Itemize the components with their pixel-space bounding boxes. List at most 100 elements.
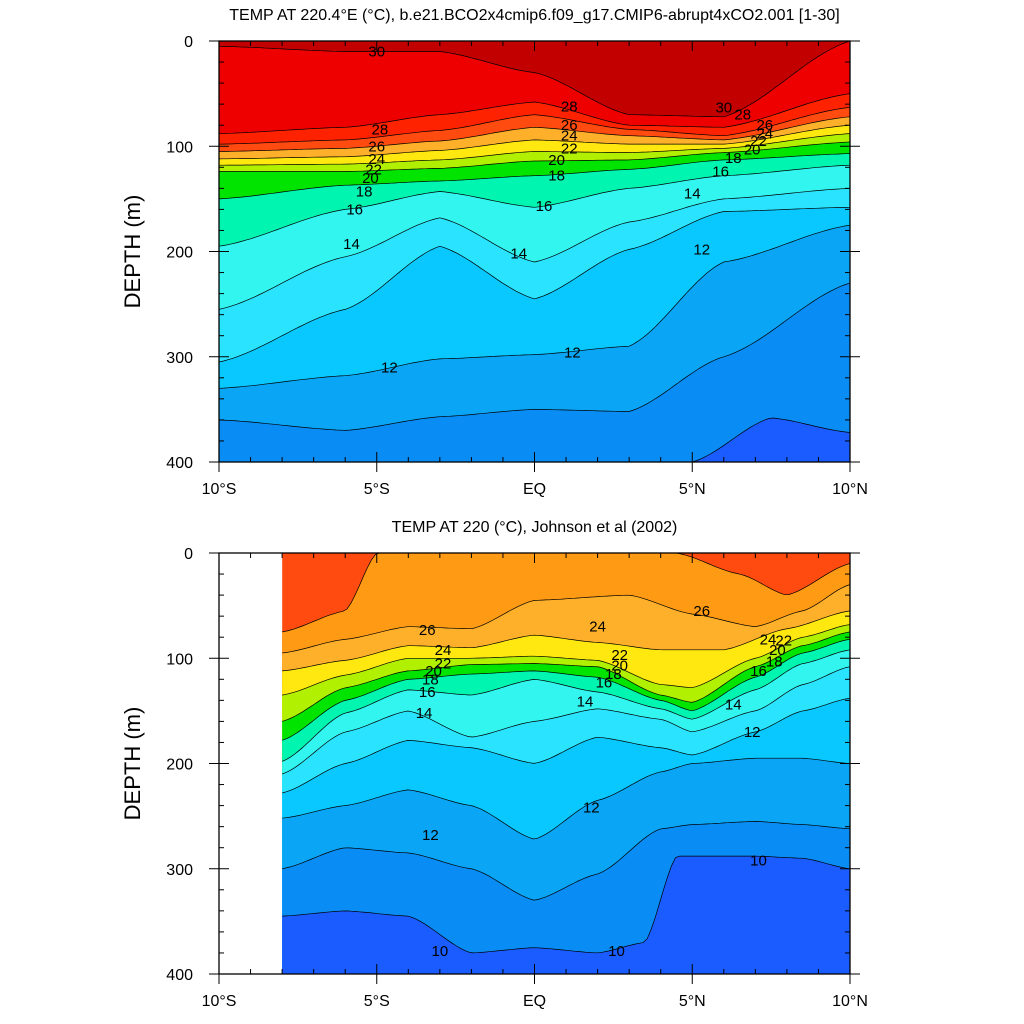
x-tick-label: 5°N [679, 481, 706, 498]
isotherm-22 [282, 624, 851, 696]
contour-label: 16 [536, 198, 553, 215]
isotherm-26 [219, 116, 850, 152]
contour-label: 18 [605, 666, 622, 683]
x-tick-label: 10°N [832, 481, 868, 498]
contour-label: 18 [356, 184, 373, 201]
contour-label: 16 [750, 663, 767, 680]
y-tick-label: 100 [166, 139, 193, 156]
contour-label: 20 [548, 152, 565, 169]
isotherm-10 [282, 855, 851, 954]
contour-label: 26 [693, 603, 710, 620]
y-tick-label: 200 [166, 757, 193, 774]
isotherm-16 [219, 164, 850, 247]
contour-label: 30 [368, 44, 385, 61]
y-axis-label: DEPTH (m) [120, 707, 145, 821]
contour-label: 16 [346, 201, 363, 218]
contour-label: 14 [416, 705, 433, 722]
contour-label: 10 [750, 852, 767, 869]
isotherm-11 [219, 282, 850, 431]
x-tick-label: 5°N [679, 993, 706, 1010]
isotherm-30 [219, 41, 850, 118]
contour-label: 12 [693, 241, 710, 258]
contour-label: 20 [611, 658, 628, 675]
contour-label: 26 [561, 117, 578, 134]
contour-label: 24 [368, 151, 385, 168]
contour-label: 12 [583, 800, 600, 817]
contour-label: 20 [362, 170, 379, 187]
contour-label: 28 [372, 121, 389, 138]
y-tick-label: 400 [166, 455, 193, 472]
contour-label: 18 [766, 653, 783, 670]
isotherm-20 [219, 141, 850, 172]
contour-label: 12 [744, 724, 761, 741]
isotherm-20 [282, 631, 851, 722]
x-tick-label: EQ [523, 481, 546, 498]
contour-label: 24 [435, 642, 452, 659]
contour-label: 26 [756, 117, 773, 134]
contour-label: 14 [684, 186, 701, 203]
contour-label: 20 [744, 141, 761, 158]
isotherm-12 [219, 224, 850, 389]
contour-label: 22 [561, 140, 578, 157]
contour-label: 18 [548, 168, 565, 185]
contour-label: 20 [769, 642, 786, 659]
chart-panel-1: 3028262422201816141228262422201816141230… [120, 7, 868, 498]
isotherm-10 [219, 417, 850, 462]
contour-label: 16 [419, 684, 436, 701]
x-tick-label: 10°S [202, 993, 237, 1010]
contour-label: 18 [422, 671, 439, 688]
y-tick-label: 300 [166, 350, 193, 367]
chart-title: TEMP AT 220 (°C), Johnson et al (2002) [392, 519, 678, 536]
x-tick-label: 5°S [364, 481, 390, 498]
contour-label: 14 [510, 246, 527, 263]
x-tick-label: 10°N [832, 993, 868, 1010]
y-tick-label: 300 [166, 862, 193, 879]
contour-label: 12 [381, 359, 398, 376]
contour-label: 26 [419, 622, 436, 639]
contour-label: 24 [760, 631, 777, 648]
isotherm-18 [282, 638, 851, 741]
isotherm-24 [282, 610, 851, 672]
y-tick-label: 200 [166, 245, 193, 262]
isotherm-18 [219, 153, 850, 200]
contour-label: 24 [756, 126, 773, 143]
isotherm-16 [282, 649, 851, 762]
contour-label: 16 [712, 164, 729, 181]
isotherm-12 [282, 757, 851, 840]
y-tick-label: 0 [184, 34, 193, 51]
x-tick-label: 10°S [202, 481, 237, 498]
contour-label: 16 [596, 674, 613, 691]
contour-label: 22 [750, 133, 767, 150]
contour-label: 22 [435, 656, 452, 673]
contour-label: 14 [343, 236, 360, 253]
contour-field: 3028262422201816141228262422201816141230… [219, 41, 850, 462]
isotherm-14 [282, 666, 851, 775]
contour-label: 10 [608, 943, 625, 960]
contour-label: 24 [561, 128, 578, 145]
isotherm-29 [219, 93, 850, 134]
isotherm-22 [219, 133, 850, 166]
x-tick-label: EQ [523, 993, 546, 1010]
isotherm-13 [282, 697, 851, 794]
y-tick-label: 400 [166, 967, 193, 984]
contour-label: 18 [725, 150, 742, 167]
contour-label: 22 [611, 647, 628, 664]
chart-title: TEMP AT 220.4°E (°C), b.e21.BCO2x4cmip6.… [229, 7, 839, 24]
contour-label: 12 [564, 345, 581, 362]
contour-label: 30 [715, 99, 732, 116]
isotherm-24 [219, 124, 850, 160]
contour-label: 10 [432, 943, 449, 960]
isotherm-14 [219, 187, 850, 310]
isotherm-13 [219, 206, 850, 363]
contour-label: 14 [577, 693, 594, 710]
isotherm-28 [219, 106, 850, 145]
contour-label: 26 [368, 138, 385, 155]
contour-label: 14 [725, 697, 742, 714]
y-tick-label: 0 [184, 546, 193, 563]
contour-label: 12 [422, 827, 439, 844]
contour-label: 24 [589, 619, 606, 636]
band-below-10 [282, 856, 850, 974]
